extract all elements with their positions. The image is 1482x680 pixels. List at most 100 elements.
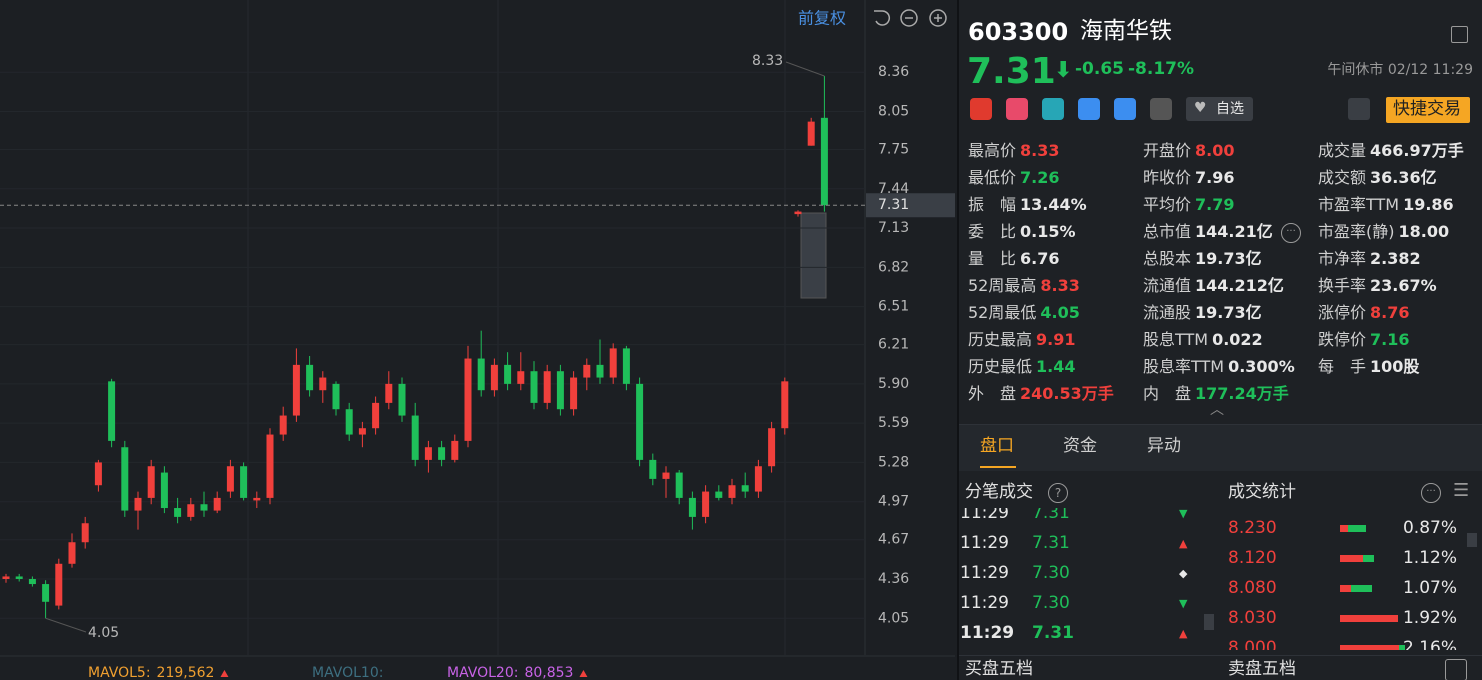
deal-price: 8.000 bbox=[1228, 638, 1277, 651]
stat-row: 最高价 8.33 bbox=[968, 143, 1060, 159]
stat-row: 市盈率(静) 18.00 bbox=[1318, 224, 1449, 240]
tab[interactable]: 资金 bbox=[1063, 436, 1097, 456]
section-title: 分笔成交 bbox=[965, 482, 1033, 502]
tick-side: ▼ bbox=[1179, 508, 1188, 520]
more-icon[interactable]: ··· bbox=[1281, 223, 1301, 243]
stat-label: 涨停价 bbox=[1318, 303, 1367, 322]
zoom-out[interactable] bbox=[900, 9, 918, 27]
stat-label: 总市值 bbox=[1143, 222, 1192, 241]
y-tick-label: 4.67 bbox=[878, 532, 909, 548]
stat-value: 8.33 bbox=[1020, 141, 1060, 160]
stat-row: 52周最高 8.33 bbox=[968, 278, 1080, 294]
book-icon[interactable] bbox=[1445, 659, 1467, 680]
candle-body bbox=[807, 121, 815, 146]
more-icon[interactable]: ··· bbox=[1421, 483, 1441, 503]
tag-icon[interactable] bbox=[1114, 98, 1136, 120]
trade-button[interactable]: 快捷交易 bbox=[1386, 97, 1470, 123]
trend-arrow bbox=[579, 670, 588, 677]
stat-row: 52周最低 4.05 bbox=[968, 305, 1080, 321]
candle-body bbox=[266, 434, 274, 498]
gap-marker bbox=[800, 212, 827, 299]
candle-body bbox=[675, 472, 683, 498]
stat-label: 内 盘 bbox=[1143, 384, 1192, 403]
candle-body bbox=[583, 364, 591, 378]
candle-body bbox=[411, 415, 419, 460]
help-icon[interactable]: ? bbox=[1048, 483, 1068, 503]
y-tick-label: 6.21 bbox=[878, 337, 909, 353]
candle-body bbox=[649, 459, 657, 479]
deal-pct: 1.12% bbox=[1402, 548, 1457, 568]
tag-icon[interactable] bbox=[1006, 98, 1028, 120]
candle-body bbox=[530, 371, 538, 403]
tag-icon[interactable] bbox=[1078, 98, 1100, 120]
deal-price: 8.230 bbox=[1228, 518, 1277, 538]
stat-row: 跌停价 7.16 bbox=[1318, 332, 1410, 348]
tab[interactable]: 异动 bbox=[1147, 436, 1181, 456]
market-status: 午间休市 02/12 11:29 bbox=[1327, 62, 1473, 78]
candle-body bbox=[42, 584, 50, 602]
down-arrow: ⬇ bbox=[1054, 58, 1073, 83]
stat-label: 最低价 bbox=[968, 168, 1017, 187]
tag-icon[interactable] bbox=[1150, 98, 1172, 120]
bell-icon[interactable] bbox=[1348, 98, 1370, 120]
tag-icon[interactable] bbox=[1042, 98, 1064, 120]
stat-row: 振 幅 13.44% bbox=[968, 197, 1087, 213]
tick-price: 7.30 bbox=[1032, 563, 1070, 583]
deal-price: 8.030 bbox=[1228, 608, 1277, 628]
stat-value: 8.00 bbox=[1195, 141, 1235, 160]
layout-icon[interactable] bbox=[1451, 26, 1468, 43]
stat-value: 0.300% bbox=[1228, 357, 1295, 376]
tick-side: ▼ bbox=[1179, 597, 1188, 610]
stat-value: 0.022 bbox=[1212, 330, 1263, 349]
stat-value: 144.21亿 bbox=[1195, 222, 1273, 241]
stat-row: 流通值 144.212亿 bbox=[1143, 278, 1284, 294]
candle-body bbox=[358, 428, 366, 435]
tick-time: 11:29 bbox=[960, 508, 1009, 523]
stat-value: 2.382 bbox=[1370, 249, 1421, 268]
stat-row: 每 手 100股 bbox=[1318, 359, 1419, 375]
candle-body bbox=[2, 576, 10, 579]
stat-value: 7.96 bbox=[1195, 168, 1235, 187]
stat-value: 4.05 bbox=[1040, 303, 1080, 322]
deal-price: 8.080 bbox=[1228, 578, 1277, 598]
stat-label: 52周最低 bbox=[968, 303, 1037, 322]
trade-label: 快捷交易 bbox=[1393, 99, 1461, 119]
indicator-name: MAVOL20: bbox=[447, 665, 518, 680]
tick-price: 7.31 bbox=[1032, 508, 1070, 523]
scroll-thumb bbox=[1204, 614, 1214, 630]
indicator-value: 219,562 bbox=[157, 665, 215, 680]
stat-row: 流通股 19.73亿 bbox=[1143, 305, 1262, 321]
y-tick-label: 7.13 bbox=[878, 220, 909, 236]
zoom-in[interactable] bbox=[929, 9, 947, 27]
high-annotation: 8.33 bbox=[752, 53, 783, 69]
stat-label: 委 比 bbox=[968, 222, 1017, 241]
candle-body bbox=[477, 358, 485, 391]
stat-label: 振 幅 bbox=[968, 195, 1017, 214]
stat-row: 开盘价 8.00 bbox=[1143, 143, 1235, 159]
stat-label: 流通值 bbox=[1143, 276, 1192, 295]
stat-value: 19.86 bbox=[1403, 195, 1454, 214]
tick-price: 7.31 bbox=[1032, 623, 1074, 643]
book-bar bbox=[957, 655, 1482, 680]
deal-bar-buy bbox=[1340, 525, 1349, 532]
list-icon[interactable]: ☰ bbox=[1453, 480, 1470, 501]
tab[interactable]: 盘口 bbox=[980, 436, 1014, 456]
adjust-button[interactable]: 前复权 bbox=[798, 9, 846, 28]
watch-button[interactable]: 自选 ♥ bbox=[1186, 97, 1253, 121]
stat-row: 成交额 36.36亿 bbox=[1318, 170, 1437, 186]
y-tick-label: 5.59 bbox=[878, 415, 909, 431]
stat-label: 昨收价 bbox=[1143, 168, 1192, 187]
stat-value: 7.79 bbox=[1195, 195, 1235, 214]
stat-row: 外 盘 240.53万手 bbox=[968, 386, 1114, 402]
reset-icon[interactable] bbox=[874, 10, 891, 26]
candle-body bbox=[398, 383, 406, 416]
collapse-icon[interactable]: ︿ bbox=[1210, 402, 1224, 418]
change-pct: -8.17% bbox=[1128, 59, 1195, 79]
deal-bar-buy bbox=[1340, 585, 1351, 592]
candle-body bbox=[728, 485, 736, 498]
deal-bar-buy bbox=[1340, 615, 1398, 622]
tick-side: ▲ bbox=[1179, 537, 1188, 550]
candle-body bbox=[174, 508, 182, 517]
tag-icon[interactable] bbox=[970, 98, 992, 120]
zoom-in-icon bbox=[934, 14, 942, 22]
